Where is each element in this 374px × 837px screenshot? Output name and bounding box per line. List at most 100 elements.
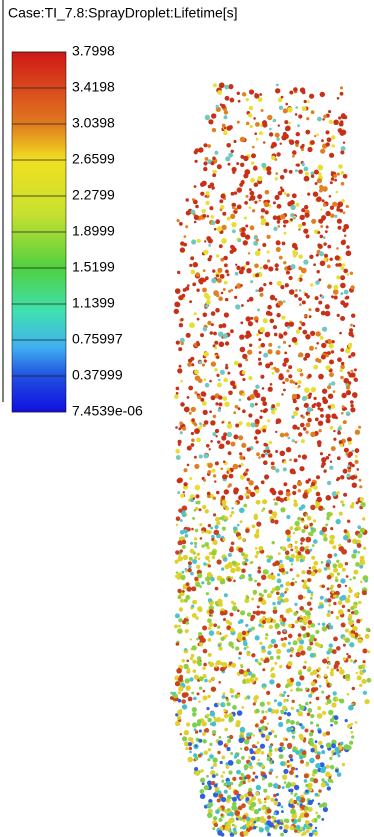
droplet — [338, 546, 344, 552]
droplet — [241, 552, 245, 557]
droplet — [248, 480, 254, 486]
droplet — [236, 523, 240, 527]
droplet — [258, 351, 262, 354]
droplet — [194, 463, 200, 469]
droplet — [329, 756, 333, 761]
droplet — [299, 755, 304, 760]
droplet — [333, 174, 337, 178]
droplet — [228, 152, 234, 158]
droplet — [273, 606, 277, 611]
droplet — [211, 555, 216, 560]
droplet — [301, 322, 306, 327]
droplet — [320, 782, 327, 788]
droplet — [314, 819, 318, 823]
droplet — [248, 576, 253, 582]
droplet — [266, 449, 271, 454]
droplet — [262, 243, 267, 247]
droplet — [325, 679, 329, 682]
droplet — [259, 292, 264, 297]
droplet — [292, 154, 295, 158]
droplet — [345, 673, 351, 679]
droplet-cloud — [170, 82, 372, 837]
droplet — [277, 124, 280, 127]
droplet — [226, 125, 232, 131]
droplet — [240, 154, 245, 159]
droplet — [317, 605, 322, 609]
droplet — [283, 224, 287, 228]
droplet — [307, 373, 312, 378]
droplet — [220, 567, 225, 571]
droplet — [212, 83, 217, 88]
droplet — [307, 620, 313, 625]
droplet — [225, 765, 230, 769]
droplet — [218, 793, 224, 799]
droplet — [273, 498, 276, 501]
droplet — [280, 188, 285, 193]
droplet — [199, 523, 203, 527]
droplet — [276, 649, 282, 654]
droplet — [285, 581, 291, 587]
droplet — [308, 832, 313, 837]
droplet — [328, 539, 335, 545]
droplet — [274, 560, 280, 566]
droplet — [260, 396, 266, 402]
droplet — [207, 494, 211, 499]
droplet — [221, 695, 226, 699]
droplet — [283, 629, 287, 633]
droplet — [271, 367, 274, 370]
droplet — [175, 720, 181, 727]
droplet — [203, 143, 208, 148]
droplet — [255, 791, 260, 796]
droplet — [333, 295, 338, 300]
droplet — [279, 105, 283, 110]
droplet — [191, 527, 194, 531]
droplet — [274, 623, 280, 629]
droplet — [199, 425, 203, 428]
droplet — [181, 699, 186, 704]
droplet — [264, 210, 269, 215]
droplet — [318, 172, 322, 176]
droplet — [182, 426, 187, 431]
droplet — [235, 759, 242, 765]
droplet — [266, 830, 270, 833]
droplet — [331, 743, 336, 749]
droplet — [325, 413, 331, 420]
droplet — [240, 574, 246, 580]
droplet — [325, 562, 331, 568]
droplet — [189, 638, 192, 641]
droplet — [182, 590, 185, 593]
droplet — [206, 491, 211, 496]
droplet — [319, 452, 323, 456]
droplet — [306, 569, 312, 575]
droplet — [251, 524, 256, 529]
droplet — [339, 208, 343, 213]
droplet — [359, 671, 364, 676]
droplet — [267, 650, 272, 655]
droplet — [319, 407, 324, 412]
droplet — [316, 496, 322, 503]
droplet — [285, 447, 292, 453]
droplet — [198, 676, 204, 682]
droplet — [344, 628, 349, 633]
droplet — [208, 679, 212, 683]
droplet — [212, 432, 217, 437]
droplet — [214, 480, 217, 483]
droplet — [328, 453, 331, 457]
droplet — [323, 203, 327, 207]
droplet — [325, 142, 330, 147]
droplet — [178, 323, 184, 328]
droplet — [272, 609, 278, 614]
droplet — [199, 422, 202, 426]
droplet — [242, 378, 246, 381]
droplet — [198, 738, 203, 743]
droplet — [340, 171, 345, 175]
droplet — [297, 278, 300, 282]
droplet — [199, 642, 204, 647]
droplet — [347, 464, 351, 468]
droplet — [175, 392, 179, 395]
droplet — [286, 193, 290, 197]
droplet — [306, 117, 310, 121]
droplet — [263, 788, 268, 793]
droplet — [351, 553, 357, 559]
droplet — [344, 234, 347, 237]
